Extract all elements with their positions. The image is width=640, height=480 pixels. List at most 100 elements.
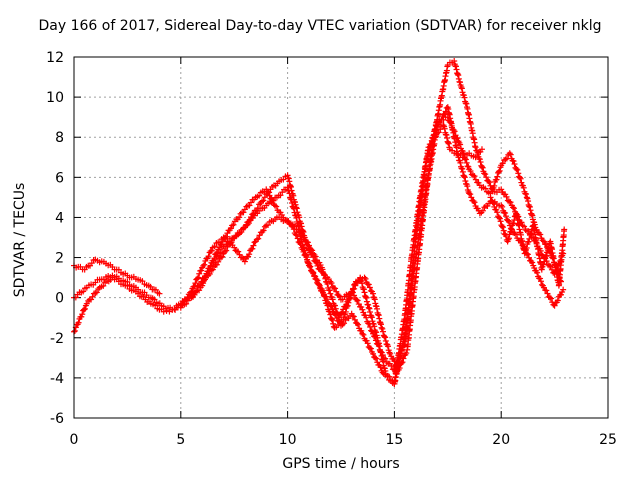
data-point	[523, 191, 530, 198]
data-point	[349, 289, 356, 296]
data-point	[348, 288, 355, 295]
data-point	[558, 291, 565, 298]
data-point	[291, 209, 298, 216]
data-point	[446, 118, 453, 125]
data-point	[241, 258, 248, 265]
data-point	[515, 170, 522, 177]
data-point	[366, 344, 373, 351]
data-point	[286, 190, 293, 197]
data-point	[444, 114, 451, 121]
data-point	[395, 357, 402, 364]
y-tick-label: 2	[55, 251, 64, 267]
data-point	[379, 351, 386, 358]
data-point	[495, 168, 502, 175]
data-point	[261, 223, 268, 230]
data-point	[354, 297, 361, 304]
data-point	[506, 150, 513, 157]
axis-ticks: 0 5 10 15 20 25 -6 -4 -2 0 2 4 6 8 10 12	[46, 50, 617, 448]
data-point	[544, 249, 551, 256]
data-point	[458, 85, 465, 92]
data-point	[503, 193, 510, 200]
data-point	[462, 156, 469, 163]
y-tick-label: 0	[55, 291, 64, 307]
data-point	[468, 194, 475, 201]
data-point	[546, 262, 553, 269]
data-point	[365, 304, 372, 311]
data-point	[296, 223, 303, 230]
data-point	[328, 280, 335, 287]
data-point	[231, 244, 238, 251]
data-point	[463, 100, 470, 107]
data-point	[371, 333, 378, 340]
data-point	[471, 199, 478, 206]
data-point	[491, 182, 498, 189]
data-point	[499, 160, 506, 167]
data-point	[237, 210, 244, 217]
data-point	[328, 303, 335, 310]
data-point	[382, 355, 389, 362]
data-point	[543, 287, 550, 294]
data-point	[333, 315, 340, 322]
data-point	[366, 320, 373, 327]
data-point	[327, 302, 334, 309]
data-point	[250, 242, 257, 249]
data-point	[483, 174, 490, 181]
data-point	[539, 237, 546, 244]
data-point	[222, 235, 229, 242]
data-point	[301, 247, 308, 254]
data-point	[371, 333, 378, 340]
data-point	[232, 233, 239, 240]
data-point	[496, 214, 503, 221]
data-point	[381, 333, 388, 340]
data-point	[476, 156, 483, 163]
data-point	[179, 302, 186, 309]
data-point	[303, 252, 310, 259]
y-tick-label: 10	[46, 90, 64, 106]
data-point	[184, 294, 191, 301]
y-tick-label: 4	[55, 210, 64, 226]
data-point	[89, 293, 96, 300]
data-point	[350, 313, 357, 320]
data-point	[561, 226, 568, 233]
data-point	[481, 170, 488, 177]
data-point	[277, 192, 284, 199]
data-point	[187, 289, 194, 296]
data-point	[482, 171, 489, 178]
data-point	[500, 227, 507, 234]
data-point	[512, 231, 519, 238]
data-point	[309, 251, 316, 258]
data-point	[313, 259, 320, 266]
data-point	[151, 296, 158, 303]
data-point	[227, 225, 234, 232]
data-point	[319, 287, 326, 294]
data-point	[331, 310, 338, 317]
data-point	[205, 253, 212, 260]
data-point	[359, 330, 366, 337]
data-point	[472, 144, 479, 151]
data-point	[195, 274, 202, 281]
data-point	[547, 263, 554, 270]
data-point	[329, 296, 336, 303]
data-point	[372, 337, 379, 344]
data-point	[479, 207, 486, 214]
data-point	[541, 258, 548, 265]
grid	[74, 57, 608, 418]
data-point	[215, 258, 222, 265]
data-point	[310, 254, 317, 261]
data-point	[464, 163, 471, 170]
data-point	[273, 203, 280, 210]
data-point	[490, 199, 497, 206]
data-point	[499, 203, 506, 210]
data-point	[360, 286, 367, 293]
data-point	[363, 294, 370, 301]
data-point	[249, 245, 256, 252]
data-point	[81, 306, 88, 313]
data-point	[454, 135, 461, 142]
data-point	[467, 191, 474, 198]
data-point	[485, 178, 492, 185]
data-point	[467, 167, 474, 174]
data-point	[478, 163, 485, 170]
data-point	[245, 220, 252, 227]
data-point	[300, 232, 307, 239]
data-point	[460, 150, 467, 157]
